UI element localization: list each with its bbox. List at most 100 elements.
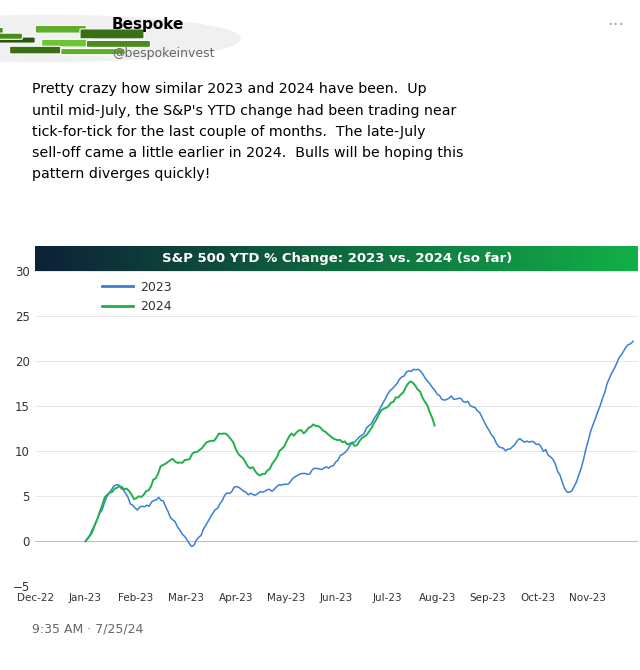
Bar: [622, 246, 625, 271]
Bar: [557, 246, 560, 271]
Bar: [312, 246, 315, 271]
Bar: [403, 246, 406, 271]
Bar: [246, 246, 249, 271]
Bar: [331, 246, 333, 271]
Bar: [391, 246, 394, 271]
Bar: [248, 246, 251, 271]
Bar: [148, 246, 150, 271]
Bar: [172, 246, 175, 271]
Bar: [592, 246, 595, 271]
Bar: [174, 246, 177, 271]
Bar: [164, 246, 166, 271]
Bar: [399, 246, 401, 271]
Bar: [49, 246, 52, 271]
Bar: [375, 246, 378, 271]
Bar: [349, 246, 351, 271]
Bar: [469, 246, 472, 271]
Bar: [228, 246, 231, 271]
Bar: [361, 246, 364, 271]
Bar: [636, 246, 639, 271]
Bar: [483, 246, 486, 271]
Bar: [431, 246, 434, 271]
Bar: [342, 246, 346, 271]
Bar: [556, 246, 558, 271]
Bar: [490, 246, 492, 271]
Bar: [493, 246, 496, 271]
Bar: [488, 246, 490, 271]
Bar: [296, 246, 299, 271]
Bar: [604, 246, 607, 271]
Bar: [83, 246, 86, 271]
Bar: [216, 246, 219, 271]
Bar: [373, 246, 376, 271]
Bar: [196, 246, 198, 271]
Bar: [204, 246, 207, 271]
Bar: [449, 246, 452, 271]
Bar: [584, 246, 586, 271]
Bar: [576, 246, 579, 271]
Bar: [511, 246, 514, 271]
Bar: [578, 246, 580, 271]
Bar: [65, 246, 68, 271]
Bar: [220, 246, 223, 271]
Bar: [310, 246, 313, 271]
Bar: [154, 246, 156, 271]
Text: ···: ···: [607, 15, 624, 34]
Bar: [397, 246, 399, 271]
Bar: [554, 246, 556, 271]
Bar: [632, 246, 635, 271]
Bar: [532, 246, 534, 271]
Bar: [497, 246, 500, 271]
Bar: [152, 246, 154, 271]
Bar: [474, 246, 476, 271]
Bar: [194, 246, 196, 271]
Bar: [337, 246, 339, 271]
Bar: [393, 246, 396, 271]
Bar: [134, 246, 136, 271]
FancyBboxPatch shape: [0, 27, 3, 38]
Bar: [178, 246, 180, 271]
Bar: [168, 246, 170, 271]
Bar: [170, 246, 172, 271]
Bar: [314, 246, 317, 271]
FancyBboxPatch shape: [10, 46, 61, 54]
Bar: [282, 246, 285, 271]
Bar: [291, 246, 293, 271]
Bar: [481, 246, 484, 271]
Bar: [525, 246, 528, 271]
Bar: [259, 246, 261, 271]
Bar: [81, 246, 84, 271]
Bar: [69, 246, 72, 271]
Bar: [86, 246, 88, 271]
Bar: [339, 246, 341, 271]
Bar: [268, 246, 271, 271]
Bar: [413, 246, 415, 271]
Bar: [445, 246, 448, 271]
Bar: [244, 246, 247, 271]
Bar: [628, 246, 630, 271]
Bar: [144, 246, 147, 271]
Bar: [146, 246, 148, 271]
Bar: [522, 246, 524, 271]
Bar: [53, 246, 56, 271]
Bar: [630, 246, 633, 271]
Bar: [626, 246, 628, 271]
Bar: [192, 246, 195, 271]
Bar: [111, 246, 114, 271]
Bar: [280, 246, 283, 271]
Bar: [254, 246, 257, 271]
Text: 9:35 AM · 7/25/24: 9:35 AM · 7/25/24: [32, 623, 143, 636]
Bar: [548, 246, 550, 271]
Bar: [435, 246, 438, 271]
Bar: [501, 246, 504, 271]
Bar: [224, 246, 227, 271]
Bar: [160, 246, 163, 271]
Bar: [616, 246, 619, 271]
Bar: [447, 246, 450, 271]
Bar: [116, 246, 118, 271]
Bar: [383, 246, 385, 271]
Bar: [536, 246, 538, 271]
Bar: [367, 246, 369, 271]
Circle shape: [0, 15, 240, 62]
Bar: [527, 246, 530, 271]
